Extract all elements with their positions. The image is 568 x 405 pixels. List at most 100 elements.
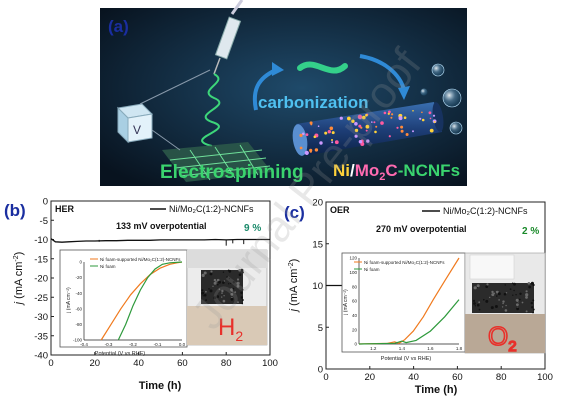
panel-b-inset-ytick-label: -60 bbox=[75, 306, 82, 311]
nanoparticle bbox=[314, 148, 319, 152]
foam-texture bbox=[236, 284, 240, 288]
nanoparticle bbox=[365, 113, 368, 117]
foam-texture bbox=[493, 292, 495, 295]
nanoparticle bbox=[388, 110, 391, 114]
foam-texture bbox=[478, 301, 481, 304]
panel-b-xtick-label: 40 bbox=[133, 358, 144, 369]
nanoparticle bbox=[309, 150, 312, 153]
nanoparticle bbox=[334, 140, 339, 145]
nanoparticle bbox=[396, 126, 399, 129]
nanoparticle bbox=[429, 117, 432, 120]
panel-c-photo-label: O2 bbox=[488, 321, 517, 355]
panel-a-label: (a) bbox=[108, 17, 129, 36]
panel-c-ytick-label: 20 bbox=[312, 198, 323, 209]
panel-c-ytick-label: 0 bbox=[318, 365, 323, 376]
foam-texture bbox=[516, 307, 519, 311]
panel-c-inset-ytick-label: 80 bbox=[352, 284, 358, 289]
foam-texture bbox=[236, 281, 240, 285]
panel-b-ytick-label: -30 bbox=[34, 312, 48, 323]
nanoparticle bbox=[428, 111, 432, 115]
panel-b-annotation: 133 mV overpotential bbox=[116, 221, 207, 231]
foam-texture bbox=[240, 268, 244, 272]
panel-c-inset-xtick-label: 1.6 bbox=[427, 346, 434, 351]
foam-texture bbox=[505, 304, 507, 307]
foam-texture bbox=[525, 290, 528, 293]
foam-texture bbox=[230, 288, 234, 292]
nanoparticle bbox=[387, 112, 390, 115]
panel-b-ylabel-close: ) bbox=[13, 252, 25, 256]
nanoparticle bbox=[375, 125, 378, 128]
panel-a-background bbox=[100, 8, 467, 186]
nanoparticle bbox=[365, 129, 368, 132]
foam-texture bbox=[221, 296, 223, 298]
nanoparticle bbox=[400, 125, 404, 129]
foam-texture bbox=[498, 299, 500, 301]
foam-texture bbox=[228, 269, 232, 273]
foam-texture bbox=[212, 285, 214, 287]
nanoparticle bbox=[317, 125, 320, 127]
panel-b-photo-label-sub: 2 bbox=[235, 328, 243, 344]
foam-texture bbox=[228, 283, 230, 285]
panel-b-inset: -0.4 -0.3 -0.2 -0.1 0.0 0 -20 -40 -60 -80 -100 Ni … bbox=[59, 249, 188, 357]
product-slash: / bbox=[350, 161, 355, 180]
foam-texture bbox=[518, 298, 521, 301]
nanoparticle bbox=[374, 130, 377, 134]
panel-c-legend: Ni/Mo₂C(1:2)-NCNFs bbox=[443, 206, 528, 216]
panel-c-photo-label-sub: 2 bbox=[508, 338, 516, 355]
foam-texture bbox=[476, 284, 480, 288]
foam-texture bbox=[513, 289, 515, 292]
nanoparticle bbox=[327, 130, 331, 134]
panel-c-ylabel: j (mA cm-2) bbox=[288, 259, 300, 314]
nanoparticle bbox=[299, 146, 303, 150]
product-name: Ni/Mo2C-NCNFs bbox=[333, 161, 460, 183]
bubble-icon bbox=[449, 121, 463, 135]
foam-texture bbox=[241, 302, 244, 305]
panel-c-xtick-label: 80 bbox=[496, 372, 507, 383]
nanoparticle bbox=[310, 123, 313, 126]
panel-b-inset-ytick-label: -40 bbox=[75, 291, 82, 296]
panel-c-inset-series-0 bbox=[358, 257, 460, 345]
panel-b-xlabel: Time (h) bbox=[139, 380, 182, 392]
nanoparticle bbox=[357, 114, 362, 119]
foam-texture bbox=[515, 298, 519, 302]
foam-texture bbox=[222, 281, 225, 284]
panel-c-inset-ytick-label: 0 bbox=[354, 342, 357, 347]
panel-b-xtick-label: 80 bbox=[221, 358, 232, 369]
panel-c-xlabel: Time (h) bbox=[415, 384, 458, 396]
foam-texture bbox=[218, 288, 221, 291]
panel-b-inset-series-0 bbox=[100, 261, 183, 341]
nanoparticle bbox=[305, 133, 309, 137]
foam-texture bbox=[496, 295, 498, 297]
nanoparticle bbox=[354, 122, 358, 126]
foam-texture bbox=[485, 299, 489, 303]
foam-texture bbox=[205, 299, 208, 301]
nanoparticle bbox=[421, 118, 425, 122]
panel-b-ylabel-unit: (mA cm bbox=[13, 262, 25, 302]
foam-texture bbox=[230, 293, 234, 296]
panel-b-xtick-label: 0 bbox=[48, 358, 53, 369]
nanoparticle bbox=[362, 115, 366, 120]
foam-texture bbox=[236, 278, 240, 281]
panel-c-photo: O2 bbox=[464, 252, 546, 356]
foam-texture bbox=[213, 278, 217, 282]
panel-b-inset-xlabel: Potential (V vs RHE) bbox=[95, 351, 146, 357]
panel-b-ytick-label: -15 bbox=[34, 254, 48, 265]
foam-texture bbox=[234, 291, 237, 293]
foam-texture bbox=[495, 290, 498, 293]
foam-texture bbox=[201, 291, 205, 295]
panel-c-ylabel-sup: -2 bbox=[288, 262, 295, 268]
foam-texture bbox=[513, 282, 516, 286]
foam-texture bbox=[521, 301, 524, 304]
foam-texture bbox=[491, 290, 494, 294]
foam-texture bbox=[217, 283, 219, 286]
nanoparticle bbox=[412, 130, 414, 133]
nanoparticle bbox=[354, 134, 358, 138]
panel-b-percent: 9 % bbox=[244, 223, 261, 234]
panel-b-ytick-label: 0 bbox=[43, 197, 48, 208]
nanoparticle bbox=[331, 139, 333, 141]
panel-b-inset-axes: -0.4 -0.3 -0.2 -0.1 0.0 0 -20 -40 -60 -80 -100 bbox=[73, 260, 186, 347]
foam-texture bbox=[532, 311, 534, 314]
foam-texture bbox=[228, 277, 231, 280]
